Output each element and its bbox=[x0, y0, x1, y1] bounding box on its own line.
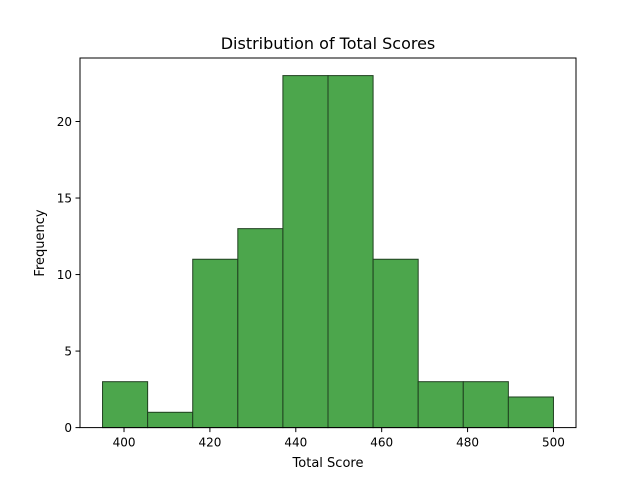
y-tick-label-10: 10 bbox=[57, 268, 72, 282]
histogram-bar-7 bbox=[372, 258, 419, 429]
plot-frame bbox=[79, 57, 577, 429]
x-axis-ticks: 400 420 440 460 480 500 bbox=[113, 427, 565, 450]
y-axis-label: Frequency bbox=[33, 209, 48, 276]
histogram-bar-10 bbox=[507, 396, 554, 429]
histogram-bar-9 bbox=[462, 381, 509, 429]
histogram-bar-3 bbox=[192, 258, 239, 429]
y-tick-label-15: 15 bbox=[57, 192, 72, 206]
histogram-bar-8 bbox=[417, 381, 464, 429]
histogram-bar-4 bbox=[237, 228, 284, 429]
y-tick-label-20: 20 bbox=[57, 115, 72, 129]
chart-title: Distribution of Total Scores bbox=[221, 34, 436, 53]
x-tick-label-480: 480 bbox=[456, 436, 479, 450]
y-tick-label-0: 0 bbox=[64, 421, 72, 435]
histogram-bar-6 bbox=[327, 75, 374, 429]
x-tick-label-400: 400 bbox=[113, 436, 136, 450]
y-tick-label-5: 5 bbox=[64, 345, 72, 359]
y-axis-ticks: 0 5 10 15 20 bbox=[57, 115, 80, 435]
x-tick-label-500: 500 bbox=[542, 436, 565, 450]
histogram-bar-5 bbox=[282, 75, 329, 429]
x-axis-label: Total Score bbox=[292, 456, 364, 471]
bars-group bbox=[102, 75, 554, 429]
histogram-bar-1 bbox=[102, 381, 149, 429]
x-tick-label-420: 420 bbox=[198, 436, 221, 450]
histogram-bar-2 bbox=[147, 411, 194, 429]
x-tick-label-460: 460 bbox=[370, 436, 393, 450]
x-tick-label-440: 440 bbox=[284, 436, 307, 450]
